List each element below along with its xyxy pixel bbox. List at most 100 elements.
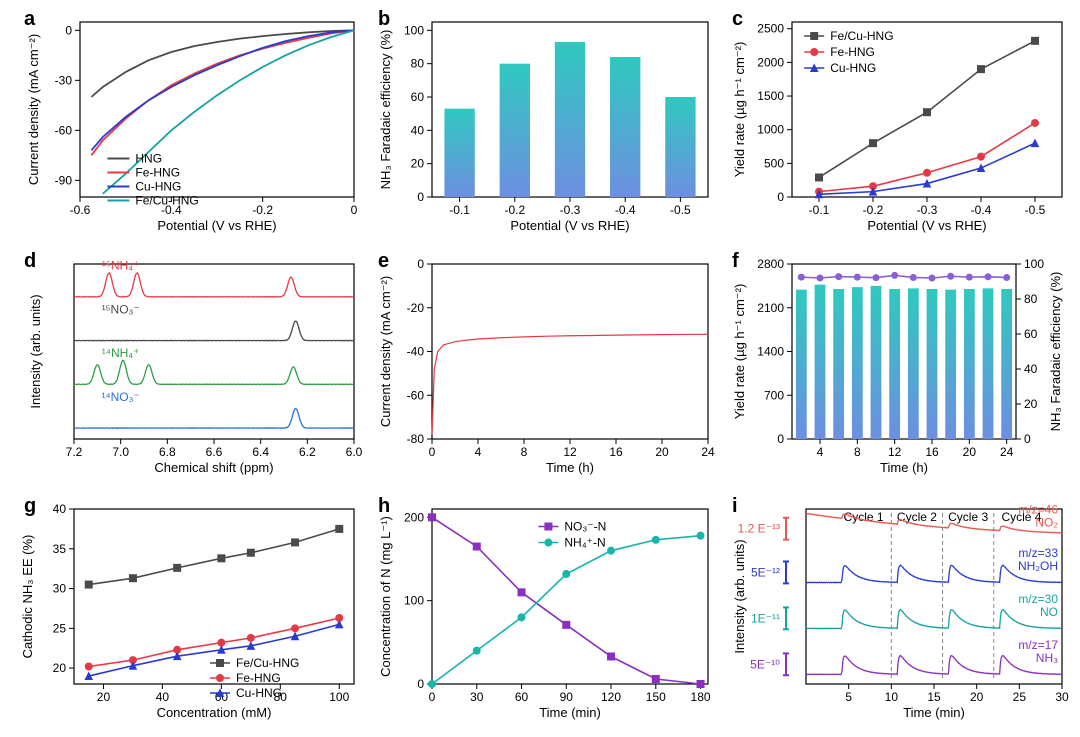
svg-text:0: 0 (417, 677, 424, 691)
svg-text:Cathodic NH₃ EE (%): Cathodic NH₃ EE (%) (20, 535, 35, 659)
svg-text:0: 0 (429, 690, 436, 704)
svg-text:5E⁻¹²: 5E⁻¹² (751, 565, 780, 579)
svg-text:20: 20 (411, 157, 425, 171)
svg-text:7.0: 7.0 (112, 445, 129, 459)
svg-text:Potential (V vs RHE): Potential (V vs RHE) (867, 218, 986, 233)
svg-text:-0.3: -0.3 (917, 203, 938, 217)
svg-text:8: 8 (854, 445, 861, 459)
svg-text:2500: 2500 (757, 22, 784, 36)
svg-text:35: 35 (53, 542, 67, 556)
svg-text:-0.1: -0.1 (809, 203, 830, 217)
svg-text:6.6: 6.6 (206, 445, 223, 459)
panel-c-label: c (732, 8, 743, 31)
svg-text:-0.2: -0.2 (252, 203, 273, 217)
svg-text:1500: 1500 (757, 89, 784, 103)
svg-text:100: 100 (329, 690, 349, 704)
svg-text:Yield rate (µg h⁻¹ cm⁻²): Yield rate (µg h⁻¹ cm⁻²) (732, 42, 747, 178)
svg-text:30: 30 (53, 582, 67, 596)
svg-text:Intensity (arb. units): Intensity (arb. units) (28, 294, 43, 408)
svg-text:16: 16 (925, 445, 939, 459)
svg-text:40: 40 (156, 690, 170, 704)
svg-text:Fe/Cu-HNG: Fe/Cu-HNG (135, 194, 198, 208)
svg-text:Fe/Cu-HNG: Fe/Cu-HNG (236, 656, 299, 670)
svg-text:100: 100 (404, 23, 424, 37)
svg-text:m/z=46: m/z=46 (1018, 502, 1058, 516)
svg-text:Current density (mA cm⁻²): Current density (mA cm⁻²) (378, 276, 393, 427)
svg-text:NO: NO (1040, 605, 1058, 619)
svg-text:-20: -20 (407, 301, 425, 315)
panel-d-label: d (24, 250, 36, 273)
svg-text:-80: -80 (407, 432, 425, 446)
svg-text:-60: -60 (407, 388, 425, 402)
svg-text:¹⁴NH₄⁺: ¹⁴NH₄⁺ (102, 346, 140, 360)
svg-text:Time (min): Time (min) (539, 705, 601, 720)
svg-text:500: 500 (764, 156, 784, 170)
panel-a: a-0.6-0.4-0.200-30-60-90Potential (V vs … (18, 8, 364, 243)
svg-text:NH₃: NH₃ (1036, 651, 1058, 665)
svg-text:4: 4 (475, 445, 482, 459)
svg-text:10: 10 (885, 690, 899, 704)
svg-text:Intensity (arb. units): Intensity (arb. units) (732, 539, 747, 653)
svg-text:-0.3: -0.3 (560, 203, 581, 217)
svg-text:Potential (V vs RHE): Potential (V vs RHE) (157, 218, 276, 233)
svg-text:Cu-HNG: Cu-HNG (236, 686, 282, 700)
svg-text:-0.2: -0.2 (863, 203, 884, 217)
svg-text:16: 16 (609, 445, 623, 459)
svg-text:¹⁴NO₃⁻: ¹⁴NO₃⁻ (101, 390, 139, 404)
svg-text:1.2 E⁻¹³: 1.2 E⁻¹³ (738, 522, 780, 536)
svg-text:2100: 2100 (757, 301, 784, 315)
svg-text:30: 30 (1055, 690, 1069, 704)
figure-grid: a-0.6-0.4-0.200-30-60-90Potential (V vs … (0, 0, 1080, 737)
svg-text:2000: 2000 (757, 55, 784, 69)
svg-text:-30: -30 (55, 73, 73, 87)
svg-text:700: 700 (764, 388, 784, 402)
panel-h: h03060901201501800100200Time (min)Concen… (372, 495, 718, 730)
svg-text:Cu-HNG: Cu-HNG (135, 180, 181, 194)
svg-text:20: 20 (1024, 397, 1038, 411)
svg-text:-0.1: -0.1 (449, 203, 470, 217)
svg-text:7.2: 7.2 (66, 445, 83, 459)
svg-text:40: 40 (1024, 362, 1038, 376)
svg-text:¹⁵NO₃⁻: ¹⁵NO₃⁻ (102, 302, 140, 316)
svg-text:Yield rate (µg h⁻¹ cm⁻²): Yield rate (µg h⁻¹ cm⁻²) (732, 284, 747, 420)
svg-text:NH₂OH: NH₂OH (1018, 559, 1058, 573)
svg-text:Concentration (mM): Concentration (mM) (157, 705, 272, 720)
svg-text:0: 0 (65, 23, 72, 37)
svg-text:NH₄⁺-N: NH₄⁺-N (564, 536, 605, 550)
svg-text:-0.4: -0.4 (615, 203, 636, 217)
svg-text:-60: -60 (55, 123, 73, 137)
svg-text:Cu-HNG: Cu-HNG (830, 61, 876, 75)
svg-text:60: 60 (515, 690, 529, 704)
svg-text:60: 60 (411, 90, 425, 104)
svg-text:180: 180 (691, 690, 711, 704)
svg-text:120: 120 (601, 690, 621, 704)
svg-text:6.8: 6.8 (159, 445, 176, 459)
svg-text:5E⁻¹⁰: 5E⁻¹⁰ (750, 657, 780, 671)
svg-text:80: 80 (411, 57, 425, 71)
svg-text:12: 12 (563, 445, 577, 459)
svg-text:NH₃ Faradaic efficiency (%): NH₃ Faradaic efficiency (%) (378, 30, 393, 190)
svg-text:Cycle 2: Cycle 2 (897, 510, 937, 524)
svg-text:6.0: 6.0 (346, 445, 363, 459)
svg-text:12: 12 (888, 445, 902, 459)
svg-text:20: 20 (53, 661, 67, 675)
svg-text:0: 0 (777, 432, 784, 446)
panel-g-label: g (24, 495, 36, 518)
panel-g: g204060801002025303540Concentration (mM)… (18, 495, 364, 730)
svg-text:Current density (mA cm⁻²): Current density (mA cm⁻²) (26, 34, 41, 185)
svg-text:80: 80 (1024, 292, 1038, 306)
svg-text:Fe/Cu-HNG: Fe/Cu-HNG (830, 29, 893, 43)
svg-text:Fe-HNG: Fe-HNG (236, 671, 281, 685)
svg-text:40: 40 (411, 123, 425, 137)
svg-text:Cycle 3: Cycle 3 (948, 510, 988, 524)
svg-text:30: 30 (470, 690, 484, 704)
svg-text:NO₂: NO₂ (1035, 515, 1058, 529)
svg-text:Time (h): Time (h) (546, 460, 594, 475)
svg-text:25: 25 (53, 621, 67, 635)
svg-text:200: 200 (404, 510, 424, 524)
svg-text:5: 5 (845, 690, 852, 704)
svg-text:m/z=33: m/z=33 (1018, 546, 1058, 560)
svg-text:20: 20 (963, 445, 977, 459)
svg-text:1E⁻¹¹: 1E⁻¹¹ (751, 611, 780, 625)
panel-b: b020406080100-0.1-0.2-0.3-0.4-0.5Potenti… (372, 8, 718, 243)
